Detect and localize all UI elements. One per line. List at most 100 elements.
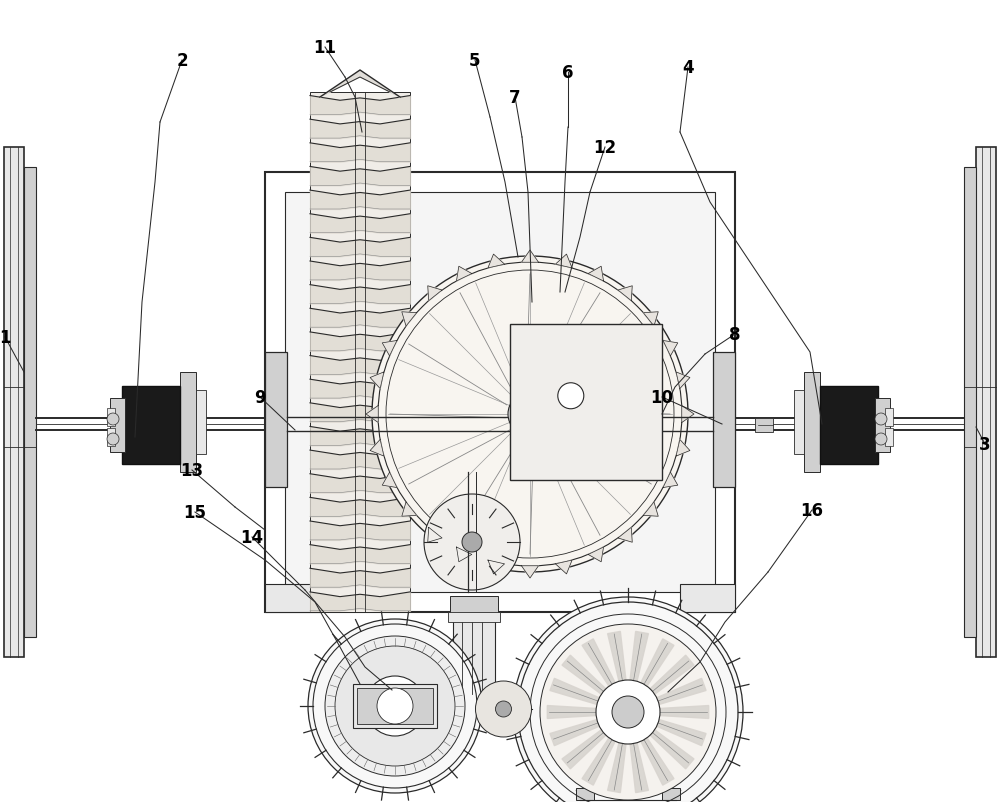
Text: 16: 16 bbox=[800, 501, 823, 520]
Polygon shape bbox=[555, 561, 572, 574]
Bar bbox=[4, 148, 24, 657]
Circle shape bbox=[383, 695, 407, 718]
Polygon shape bbox=[320, 71, 400, 98]
Circle shape bbox=[875, 414, 887, 426]
Text: 15: 15 bbox=[184, 504, 207, 521]
Bar bbox=[285, 192, 715, 592]
Bar bbox=[453, 606, 495, 695]
Bar bbox=[964, 168, 976, 638]
Polygon shape bbox=[456, 547, 472, 562]
Polygon shape bbox=[428, 528, 442, 542]
Polygon shape bbox=[555, 255, 572, 269]
Bar bbox=[976, 148, 996, 657]
Polygon shape bbox=[488, 561, 505, 574]
Polygon shape bbox=[550, 678, 615, 710]
Polygon shape bbox=[663, 472, 678, 488]
Bar bbox=[265, 585, 320, 612]
Bar bbox=[804, 373, 820, 472]
Polygon shape bbox=[638, 719, 694, 769]
Polygon shape bbox=[402, 502, 417, 516]
Circle shape bbox=[540, 624, 716, 800]
Bar bbox=[662, 788, 680, 800]
Bar bbox=[450, 596, 498, 614]
Polygon shape bbox=[582, 723, 623, 785]
Bar bbox=[265, 172, 735, 612]
Polygon shape bbox=[521, 251, 539, 263]
Bar bbox=[448, 612, 500, 622]
Polygon shape bbox=[676, 440, 690, 456]
Circle shape bbox=[596, 680, 660, 744]
Circle shape bbox=[377, 688, 413, 724]
Polygon shape bbox=[550, 715, 615, 746]
Bar bbox=[265, 353, 287, 488]
Polygon shape bbox=[382, 472, 397, 488]
Polygon shape bbox=[370, 372, 384, 389]
Circle shape bbox=[520, 404, 540, 424]
Bar bbox=[180, 373, 196, 472]
Polygon shape bbox=[628, 727, 648, 792]
Polygon shape bbox=[608, 727, 628, 792]
Text: 8: 8 bbox=[729, 326, 741, 343]
Bar bbox=[576, 788, 594, 800]
Circle shape bbox=[875, 433, 887, 445]
Text: 12: 12 bbox=[593, 139, 617, 157]
Bar bbox=[357, 688, 433, 724]
Polygon shape bbox=[618, 286, 632, 302]
Polygon shape bbox=[402, 312, 417, 326]
Polygon shape bbox=[562, 719, 618, 769]
Circle shape bbox=[496, 701, 512, 717]
Bar bbox=[820, 387, 878, 464]
Circle shape bbox=[508, 392, 552, 436]
Circle shape bbox=[476, 681, 532, 737]
Bar bbox=[680, 585, 735, 612]
Text: 14: 14 bbox=[240, 529, 264, 546]
Polygon shape bbox=[663, 341, 678, 356]
Bar bbox=[353, 684, 437, 728]
Bar bbox=[510, 325, 662, 480]
Polygon shape bbox=[641, 715, 706, 746]
Text: 1: 1 bbox=[0, 329, 11, 346]
Polygon shape bbox=[456, 267, 472, 282]
Text: 2: 2 bbox=[176, 52, 188, 70]
Circle shape bbox=[424, 494, 520, 590]
Bar bbox=[713, 353, 735, 488]
Circle shape bbox=[308, 619, 482, 793]
Polygon shape bbox=[633, 639, 674, 701]
Circle shape bbox=[558, 383, 584, 409]
Polygon shape bbox=[366, 406, 378, 423]
Polygon shape bbox=[682, 406, 694, 423]
Polygon shape bbox=[643, 312, 658, 326]
Bar bbox=[310, 93, 410, 612]
Circle shape bbox=[518, 602, 738, 802]
Text: 3: 3 bbox=[979, 435, 991, 453]
Text: 4: 4 bbox=[682, 59, 694, 77]
Polygon shape bbox=[370, 440, 384, 456]
Polygon shape bbox=[633, 723, 674, 785]
Bar bbox=[107, 428, 115, 447]
Bar bbox=[107, 408, 115, 427]
Polygon shape bbox=[643, 502, 658, 516]
Bar bbox=[196, 391, 206, 455]
Bar bbox=[794, 391, 804, 455]
Bar bbox=[755, 419, 773, 432]
Polygon shape bbox=[641, 678, 706, 710]
Bar bbox=[573, 639, 683, 724]
Circle shape bbox=[462, 533, 482, 553]
Polygon shape bbox=[488, 255, 505, 269]
Polygon shape bbox=[562, 655, 618, 705]
Polygon shape bbox=[547, 706, 613, 719]
Bar bbox=[885, 428, 893, 447]
Text: 5: 5 bbox=[469, 52, 481, 70]
Bar bbox=[578, 645, 678, 720]
Polygon shape bbox=[643, 706, 709, 719]
Circle shape bbox=[378, 263, 682, 566]
Polygon shape bbox=[618, 528, 632, 542]
Polygon shape bbox=[382, 341, 397, 356]
Text: 9: 9 bbox=[254, 388, 266, 407]
Polygon shape bbox=[588, 547, 604, 562]
Bar bbox=[875, 399, 890, 452]
Circle shape bbox=[335, 646, 455, 766]
Polygon shape bbox=[638, 655, 694, 705]
Circle shape bbox=[612, 696, 644, 728]
Circle shape bbox=[313, 624, 477, 788]
